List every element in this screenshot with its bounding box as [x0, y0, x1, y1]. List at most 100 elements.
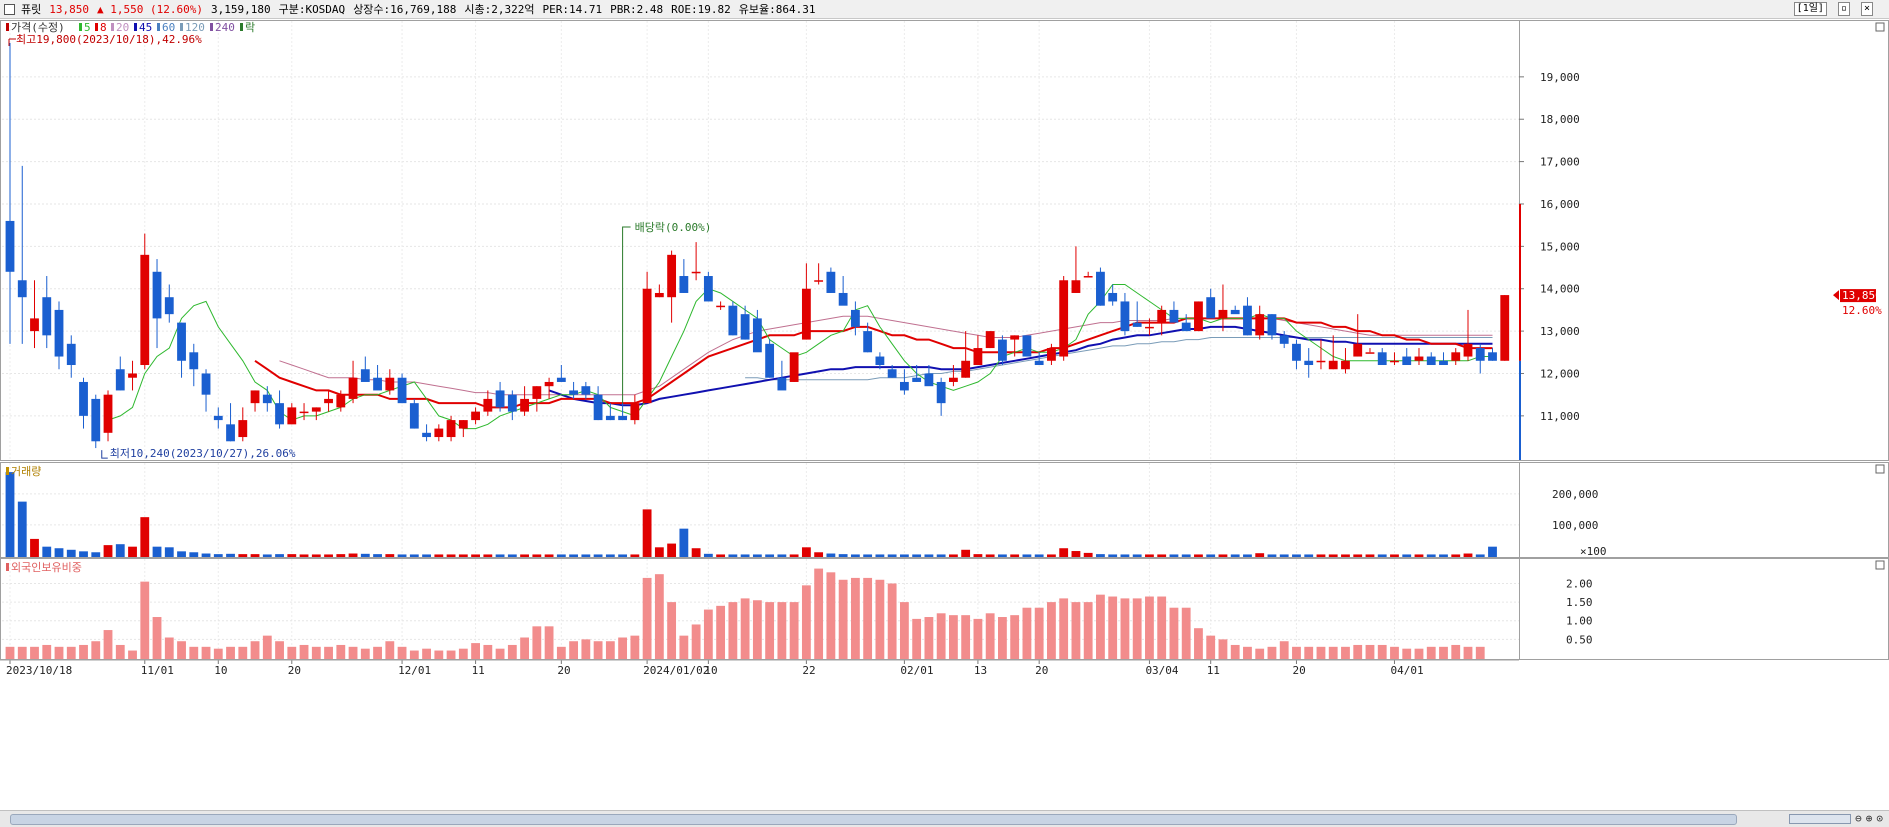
range-slider[interactable] [1789, 813, 1852, 824]
candle [287, 407, 297, 425]
foreign-ratio-bar [1145, 596, 1154, 659]
current-price-tag [1840, 289, 1876, 303]
volume-bar [434, 554, 444, 557]
volume-bar [275, 554, 284, 557]
x-tick-label: 20 [1292, 664, 1305, 677]
x-tick-label: 10 [214, 664, 227, 677]
volume-bar [1230, 554, 1240, 557]
panel-maximize-icon[interactable] [1875, 464, 1885, 474]
candle [1316, 360, 1326, 363]
zoom-out-icon[interactable]: ⊖ [1855, 812, 1862, 825]
legend-marker [157, 23, 160, 31]
legend-ma5: 5 [84, 21, 91, 34]
foreign-ratio-bar [103, 630, 113, 659]
candle [985, 331, 995, 349]
foreign-ratio-bar [1083, 602, 1093, 659]
volume-bar [1169, 554, 1179, 557]
legend-marker [210, 23, 213, 31]
volume-bar [1255, 553, 1265, 557]
foreign-ratio-bar [556, 646, 566, 659]
candle [422, 432, 431, 438]
listed-shares: 상장수:16,769,188 [353, 3, 457, 16]
candle [495, 390, 505, 408]
candle [1500, 295, 1510, 361]
volume-bar [311, 554, 321, 557]
candle [1255, 314, 1265, 336]
candle [1475, 348, 1485, 361]
foreign-ratio-bar [471, 643, 480, 659]
foreign-ratio-bar [605, 641, 615, 659]
max-marker [8, 38, 16, 46]
legend-marker [6, 563, 9, 571]
foreign-ratio-bar [520, 637, 529, 659]
candle [434, 428, 444, 438]
y-tick-label: 16,000 [1540, 198, 1580, 211]
foreign-ratio-bar [17, 646, 27, 659]
candle [1059, 280, 1069, 357]
scrollbar[interactable]: ⊖ ⊕ ⊙ [0, 810, 1889, 827]
legend-marker [6, 467, 9, 475]
foreign-ratio-bar [667, 602, 677, 659]
y-tick-label: 14,000 [1540, 283, 1580, 296]
dividend-label: 배당락(0.00%) [635, 221, 712, 234]
candle [103, 394, 113, 433]
close-icon[interactable]: × [1860, 2, 1873, 16]
scrollbar-thumb[interactable] [10, 814, 1737, 825]
foreign-ratio-bar [30, 646, 39, 659]
period-button[interactable]: [1일] [1793, 2, 1827, 16]
x-tick-label: 12/01 [398, 664, 431, 677]
candle [1181, 322, 1191, 332]
foreign-ratio-bar [1377, 644, 1387, 659]
volume-bar [1096, 554, 1105, 557]
checkbox-icon[interactable] [4, 3, 15, 15]
foreign-ratio-bar [1463, 646, 1473, 659]
volume-bar [422, 554, 431, 557]
volume-bar [1218, 554, 1228, 557]
volume-bar [1120, 554, 1130, 557]
foreign-ratio-bar [275, 641, 284, 659]
foreign-ratio-bar [948, 615, 958, 659]
maximize-icon[interactable]: ▫ [1837, 2, 1850, 16]
candle [973, 348, 983, 366]
candle [740, 314, 750, 340]
volume-bar [1267, 554, 1277, 557]
panel-maximize-icon[interactable] [1875, 560, 1885, 570]
volume-bar [54, 548, 64, 557]
volume-bar [814, 552, 824, 557]
candle [336, 394, 346, 408]
volume-bar [985, 554, 995, 557]
candle [667, 254, 677, 298]
volume-bar [1108, 554, 1118, 557]
x-tick-label: 04/01 [1390, 664, 1423, 677]
volume-y-tick-label: ×100 [1580, 545, 1607, 558]
volume-bar [1390, 554, 1399, 557]
zoom-reset-icon[interactable]: ⊙ [1876, 812, 1883, 825]
candle [1439, 360, 1448, 366]
foreign-ratio-bar [1169, 607, 1179, 659]
candle [238, 420, 248, 438]
foreign-ratio-bar [446, 650, 456, 659]
volume-bar [875, 554, 885, 557]
candle [936, 381, 946, 404]
x-tick-label: 22 [802, 664, 815, 677]
volume-bar [581, 554, 591, 557]
foreign-ratio-bar [458, 648, 468, 659]
foreign-ratio-bar [385, 641, 395, 659]
foreign-ratio-bar [422, 648, 431, 659]
foreign-ratio-bar [691, 624, 701, 659]
volume-bar [1304, 554, 1314, 557]
foreign-ratio-bar [311, 646, 321, 659]
candle [581, 386, 591, 395]
volume-bar [716, 554, 726, 557]
candle [128, 373, 137, 378]
legend-ma60: 60 [162, 21, 175, 34]
chart-canvas[interactable]: 11,000 12,000 13,000 14,000 15,000 16,000 17,0… [0, 19, 1889, 809]
volume-bar [1022, 554, 1032, 557]
foreign-ratio-bar [1304, 646, 1314, 659]
panel-maximize-icon[interactable] [1875, 22, 1885, 32]
foreign-ratio-bar [826, 572, 836, 659]
volume-bar [765, 554, 775, 557]
volume-bar [299, 554, 309, 557]
zoom-in-icon[interactable]: ⊕ [1865, 812, 1873, 825]
foreign-ratio-bar [1475, 646, 1485, 659]
